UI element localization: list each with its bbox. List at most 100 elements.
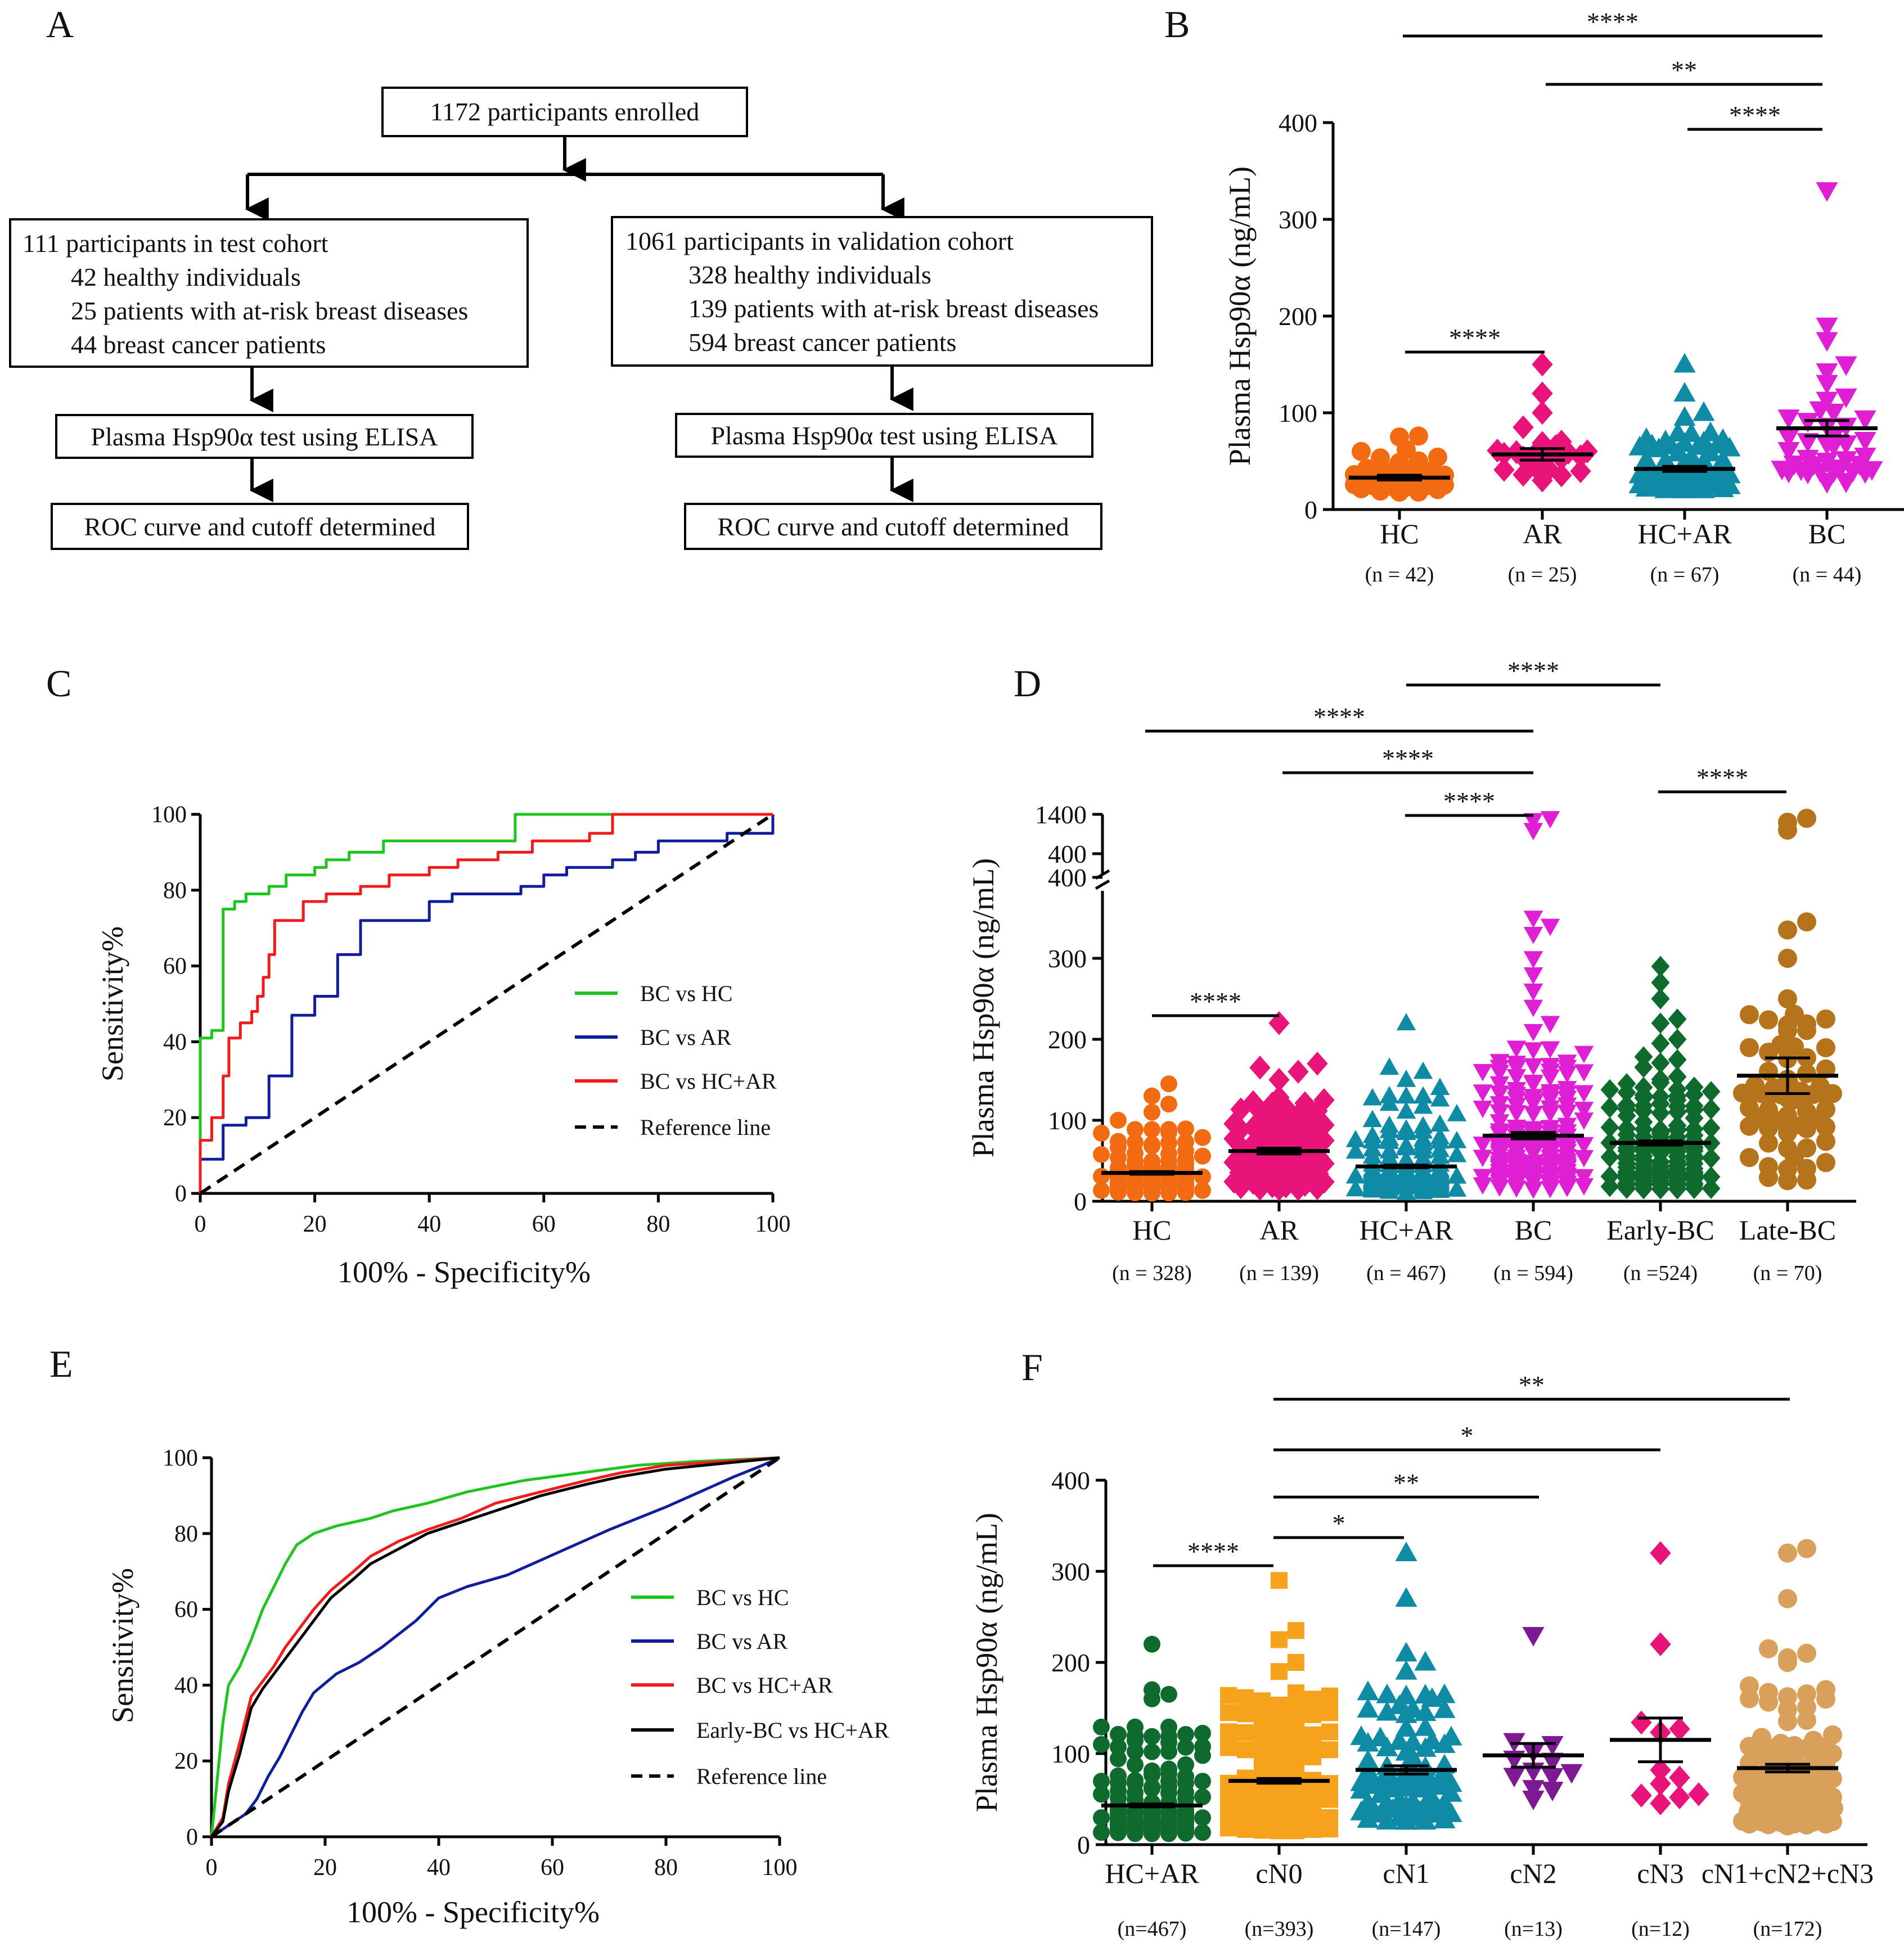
data-point bbox=[1617, 1094, 1636, 1116]
data-point bbox=[1797, 1684, 1816, 1704]
y-tick-label: 100 bbox=[163, 1445, 198, 1471]
data-point bbox=[1357, 1680, 1379, 1701]
data-point bbox=[1160, 1075, 1177, 1093]
data-point bbox=[1379, 1115, 1399, 1133]
data-point bbox=[1249, 1177, 1271, 1201]
data-point bbox=[1268, 1105, 1290, 1129]
category-n-label: (n = 139) bbox=[1239, 1261, 1319, 1285]
data-point bbox=[1854, 431, 1876, 452]
data-point bbox=[1778, 1543, 1797, 1563]
data-point bbox=[1651, 1086, 1670, 1107]
data-point bbox=[1321, 1741, 1338, 1759]
enrolled-box bbox=[381, 87, 748, 137]
data-point bbox=[1650, 1541, 1671, 1565]
category-label: BC bbox=[1808, 518, 1846, 549]
data-point bbox=[1523, 1154, 1543, 1172]
data-point bbox=[1110, 1767, 1127, 1784]
data-point bbox=[1650, 1758, 1671, 1782]
data-point bbox=[1816, 1132, 1835, 1151]
roc-curve bbox=[210, 1456, 781, 1838]
data-point bbox=[1797, 1102, 1816, 1121]
data-point bbox=[1220, 1774, 1237, 1792]
legend-label: BC vs AR bbox=[696, 1629, 788, 1654]
data-point bbox=[1797, 1138, 1816, 1158]
data-point bbox=[1144, 1681, 1160, 1698]
y-axis-label: Sensitivity% bbox=[96, 926, 129, 1081]
data-point bbox=[1523, 951, 1543, 968]
legend-label: Early-BC vs HC+AR bbox=[696, 1718, 889, 1743]
data-point bbox=[1600, 1146, 1619, 1168]
data-point bbox=[1230, 1097, 1252, 1121]
data-point bbox=[1557, 1054, 1577, 1072]
data-point bbox=[1230, 1175, 1252, 1200]
y-tick-label: 0 bbox=[186, 1824, 198, 1850]
data-point bbox=[1194, 1182, 1211, 1199]
data-point bbox=[1523, 1106, 1543, 1124]
data-point bbox=[1854, 447, 1876, 467]
data-point bbox=[1712, 428, 1734, 448]
significance-stars: ** bbox=[1393, 1468, 1419, 1497]
data-point bbox=[1093, 1168, 1110, 1185]
category-label: cN1+cN2+cN3 bbox=[1702, 1858, 1874, 1889]
data-point bbox=[1702, 1098, 1721, 1120]
data-point bbox=[1651, 972, 1670, 993]
data-point bbox=[1275, 1096, 1297, 1120]
data-point bbox=[1797, 1643, 1816, 1663]
data-point bbox=[1473, 1136, 1493, 1154]
data-point bbox=[1778, 920, 1797, 940]
data-point bbox=[1301, 1168, 1322, 1192]
data-point bbox=[1651, 1033, 1670, 1054]
y-axis-label: Plasma Hsp90α (ng/mL) bbox=[966, 858, 1000, 1157]
data-point bbox=[1321, 1687, 1338, 1705]
data-point bbox=[1540, 918, 1560, 936]
panel-label-c: C bbox=[46, 662, 71, 705]
y-tick-label: 300 bbox=[1048, 944, 1087, 973]
data-point bbox=[1816, 1099, 1835, 1119]
category-label: cN2 bbox=[1510, 1858, 1556, 1889]
roc-panel-c: C 00 20 20 40 40 60 60 80 80 100 100 100% - Specific… bbox=[46, 662, 791, 1289]
test-elisa-box bbox=[55, 414, 474, 459]
data-point bbox=[1230, 1117, 1252, 1142]
test-cohort-title: 111 participants in test cohort bbox=[22, 229, 328, 258]
data-point bbox=[1577, 439, 1598, 463]
data-point bbox=[1194, 1738, 1211, 1755]
data-point bbox=[1797, 1539, 1816, 1558]
data-point bbox=[1223, 1150, 1245, 1175]
validation-cohort-box bbox=[611, 216, 1153, 367]
data-point bbox=[1395, 1587, 1417, 1607]
data-point bbox=[1778, 1687, 1797, 1707]
data-point bbox=[1282, 1108, 1303, 1133]
data-point bbox=[1127, 1772, 1144, 1789]
category-label: HC+AR bbox=[1105, 1858, 1199, 1889]
data-point bbox=[1506, 1082, 1527, 1099]
data-point bbox=[1523, 1024, 1543, 1042]
data-point bbox=[1307, 1051, 1328, 1076]
data-point bbox=[1523, 1042, 1543, 1060]
data-point bbox=[1513, 445, 1534, 470]
data-point bbox=[1541, 1782, 1564, 1802]
data-point bbox=[1778, 989, 1797, 1008]
data-point bbox=[1243, 1090, 1264, 1114]
data-point bbox=[1702, 1117, 1721, 1139]
data-point bbox=[1254, 1692, 1271, 1710]
data-point bbox=[1557, 1081, 1577, 1098]
data-point bbox=[1574, 1137, 1594, 1155]
data-point bbox=[1237, 1724, 1254, 1741]
data-point bbox=[1430, 1114, 1450, 1132]
data-point bbox=[1294, 1116, 1316, 1141]
data-point bbox=[1651, 988, 1670, 1009]
data-point bbox=[1379, 1141, 1399, 1159]
category-label: HC+AR bbox=[1359, 1214, 1453, 1246]
data-point bbox=[1804, 1730, 1823, 1750]
data-point bbox=[1093, 1736, 1110, 1753]
data-point bbox=[1237, 1705, 1254, 1723]
data-point bbox=[1506, 1040, 1527, 1058]
data-point bbox=[1395, 1741, 1417, 1761]
category-n-label: (n = 42) bbox=[1365, 563, 1434, 587]
data-point bbox=[1110, 1738, 1127, 1756]
data-point bbox=[1771, 1733, 1790, 1753]
roc-curve bbox=[199, 813, 774, 1195]
data-point bbox=[1271, 1572, 1288, 1589]
category-label: AR bbox=[1523, 518, 1562, 549]
y-tick-label: 60 bbox=[174, 1597, 198, 1623]
